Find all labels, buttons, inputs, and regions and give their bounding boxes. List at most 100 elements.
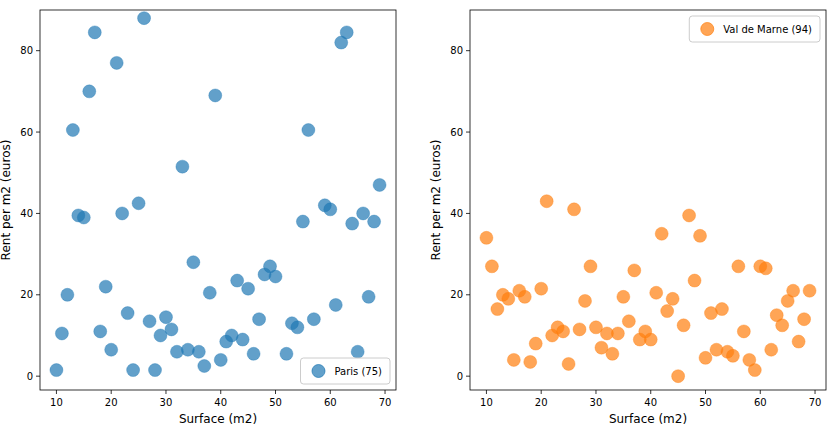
- point: [280, 347, 293, 360]
- y-tick: [466, 132, 470, 133]
- point: [368, 215, 381, 228]
- x-tick-label: 60: [754, 397, 767, 408]
- point: [149, 364, 162, 377]
- y-tick-label: 20: [450, 289, 463, 300]
- point: [737, 325, 750, 338]
- point: [480, 231, 493, 244]
- point: [715, 303, 728, 316]
- point: [127, 364, 140, 377]
- x-tick-label: 50: [269, 397, 282, 408]
- plot-frame: [470, 10, 826, 390]
- point: [94, 325, 107, 338]
- point: [792, 335, 805, 348]
- point: [628, 264, 641, 277]
- point: [776, 319, 789, 332]
- y-tick: [466, 50, 470, 51]
- x-tick-label: 10: [480, 397, 493, 408]
- point: [121, 307, 134, 320]
- point: [655, 227, 668, 240]
- point: [83, 85, 96, 98]
- point: [524, 355, 537, 368]
- y-axis-label: Rent per m2 (euros): [0, 140, 13, 261]
- y-tick: [466, 213, 470, 214]
- point: [253, 313, 266, 326]
- panel: 10203040506070020406080Surface (m2)Rent …: [429, 10, 826, 426]
- legend: Val de Marne (94): [689, 16, 820, 42]
- point: [485, 260, 498, 273]
- point: [362, 290, 375, 303]
- point: [291, 321, 304, 334]
- x-axis-label: Surface (m2): [179, 412, 257, 426]
- y-tick: [466, 294, 470, 295]
- point: [579, 294, 592, 307]
- y-tick: [36, 376, 40, 377]
- point: [507, 353, 520, 366]
- x-tick-label: 30: [590, 397, 603, 408]
- point: [329, 298, 342, 311]
- point: [296, 215, 309, 228]
- y-tick-label: 60: [450, 127, 463, 138]
- point: [683, 209, 696, 222]
- point: [611, 327, 624, 340]
- point: [346, 217, 359, 230]
- x-tick: [56, 390, 57, 394]
- point: [187, 256, 200, 269]
- x-tick: [541, 390, 542, 394]
- point: [143, 315, 156, 328]
- y-tick-label: 20: [20, 289, 33, 300]
- point: [535, 282, 548, 295]
- legend-label: Paris (75): [334, 366, 382, 377]
- point: [351, 345, 364, 358]
- point: [302, 124, 315, 137]
- x-tick: [330, 390, 331, 394]
- legend-box: [300, 358, 390, 384]
- legend-marker: [312, 365, 325, 378]
- point: [55, 327, 68, 340]
- point: [672, 370, 685, 383]
- point: [242, 282, 255, 295]
- x-tick-label: 60: [324, 397, 337, 408]
- point: [307, 313, 320, 326]
- y-tick-label: 80: [20, 45, 33, 56]
- point: [88, 26, 101, 39]
- x-tick-label: 10: [50, 397, 63, 408]
- point: [650, 286, 663, 299]
- x-tick-label: 70: [379, 397, 392, 408]
- point: [99, 280, 112, 293]
- y-tick: [36, 213, 40, 214]
- point: [661, 305, 674, 318]
- point: [688, 274, 701, 287]
- x-tick-label: 20: [105, 397, 118, 408]
- point: [203, 286, 216, 299]
- point: [568, 203, 581, 216]
- legend-marker: [701, 23, 714, 36]
- y-tick: [36, 132, 40, 133]
- point: [726, 349, 739, 362]
- x-tick: [275, 390, 276, 394]
- point: [324, 203, 337, 216]
- x-tick: [705, 390, 706, 394]
- point: [666, 292, 679, 305]
- y-tick-label: 40: [20, 208, 33, 219]
- point: [214, 353, 227, 366]
- point: [247, 347, 260, 360]
- legend-label: Val de Marne (94): [723, 24, 812, 35]
- point: [61, 288, 74, 301]
- point: [798, 313, 811, 326]
- point: [518, 290, 531, 303]
- point: [110, 56, 123, 69]
- point: [644, 333, 657, 346]
- point: [105, 343, 118, 356]
- points: [480, 195, 816, 383]
- point: [77, 211, 90, 224]
- y-tick-label: 80: [450, 45, 463, 56]
- point: [491, 303, 504, 316]
- panel: 10203040506070020406080Surface (m2)Rent …: [0, 10, 396, 426]
- point: [340, 26, 353, 39]
- point: [132, 197, 145, 210]
- point: [231, 274, 244, 287]
- x-tick-label: 40: [214, 397, 227, 408]
- point: [198, 359, 211, 372]
- x-tick: [165, 390, 166, 394]
- point: [622, 315, 635, 328]
